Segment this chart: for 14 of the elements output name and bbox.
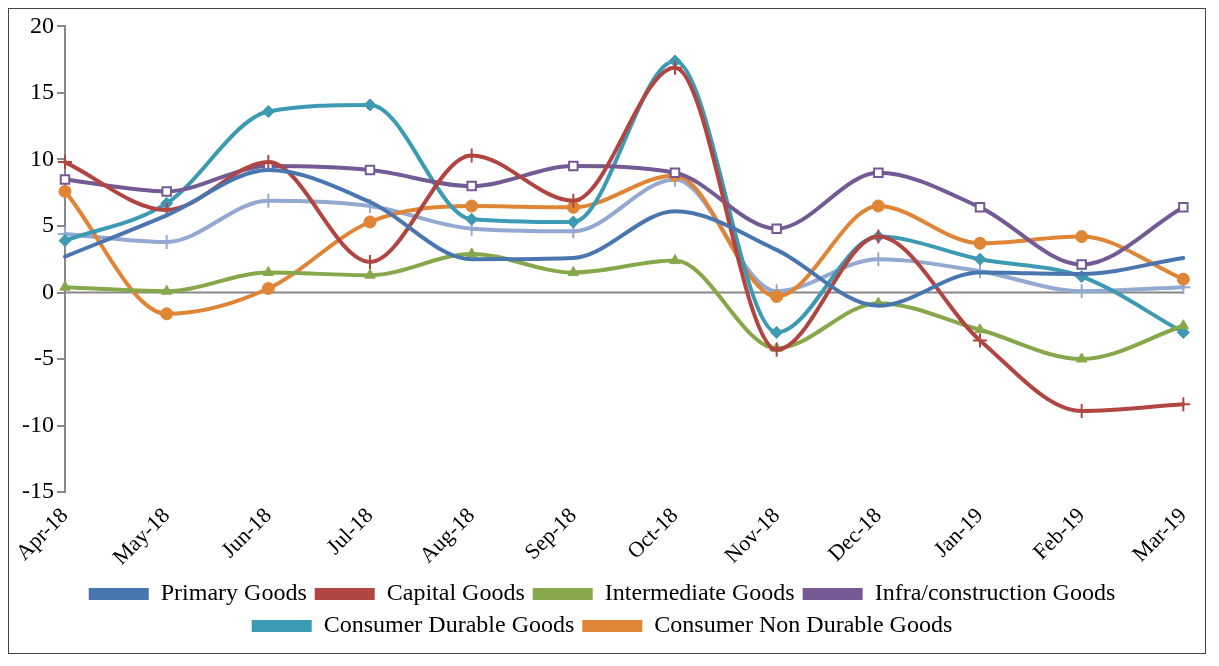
legend-label: Infra/construction Goods — [874, 579, 1116, 606]
y-tick-label: 0 — [41, 277, 54, 304]
y-tick-label: -15 — [21, 477, 54, 504]
legend-label: Consumer Durable Goods — [323, 611, 575, 638]
legend-label: Consumer Non Durable Goods — [654, 611, 953, 638]
legend-label: Intermediate Goods — [604, 579, 795, 606]
y-tick-label: -10 — [21, 410, 54, 437]
y-tick-label: 20 — [29, 11, 54, 38]
legend-label: Primary Goods — [160, 579, 307, 606]
legend-label: Capital Goods — [386, 579, 525, 606]
y-tick-label: 10 — [29, 144, 54, 171]
y-tick-label: -5 — [33, 344, 54, 371]
y-tick-label: 15 — [29, 78, 54, 105]
y-tick-label: 5 — [41, 211, 54, 238]
